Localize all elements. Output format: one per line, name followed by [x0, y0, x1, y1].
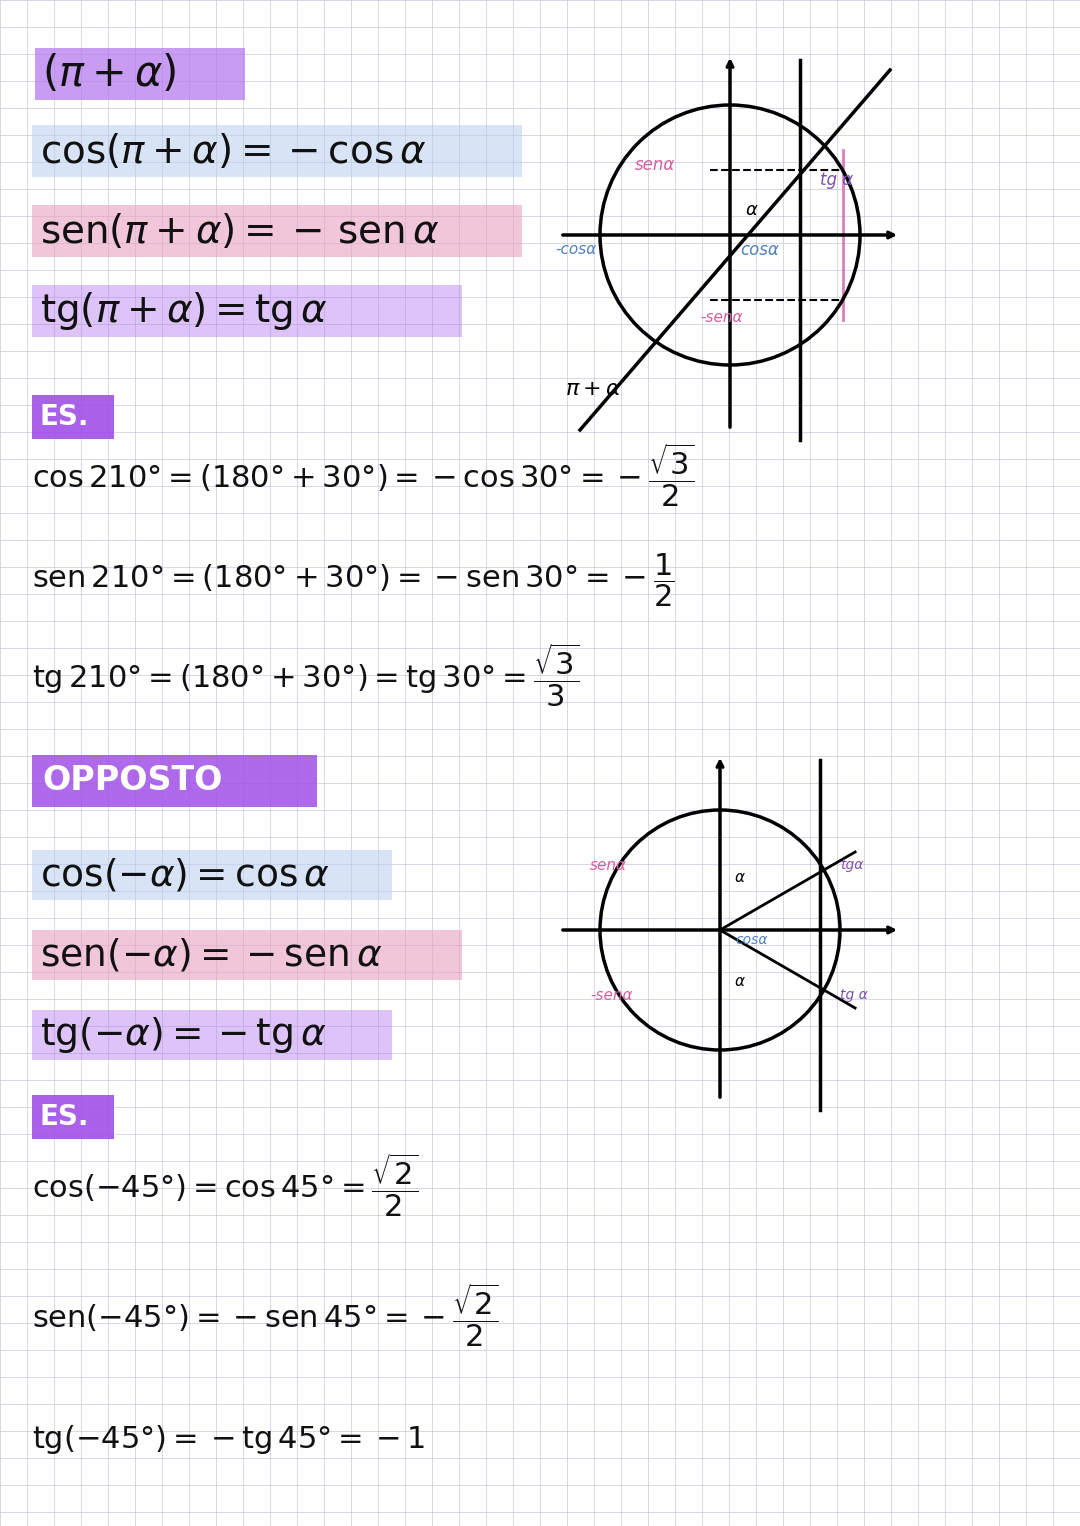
Text: $\cos(-\alpha) = \cos\alpha$: $\cos(-\alpha) = \cos\alpha$: [40, 856, 329, 894]
Text: $\mathrm{sen}(\pi+\alpha) = -\,\mathrm{sen}\,\alpha$: $\mathrm{sen}(\pi+\alpha) = -\,\mathrm{s…: [40, 212, 440, 250]
Text: cosα: cosα: [735, 932, 768, 948]
Text: α: α: [735, 870, 745, 885]
Text: -cosα: -cosα: [555, 243, 596, 258]
FancyBboxPatch shape: [32, 285, 462, 337]
Text: $\pi+\alpha$: $\pi+\alpha$: [565, 378, 622, 398]
FancyBboxPatch shape: [32, 204, 522, 256]
Text: $\cos(\pi+\alpha) = -\cos\alpha$: $\cos(\pi+\alpha) = -\cos\alpha$: [40, 131, 427, 171]
FancyBboxPatch shape: [35, 47, 245, 101]
Text: OPPOSTO: OPPOSTO: [42, 765, 222, 798]
Text: α: α: [735, 975, 745, 989]
Text: $\mathrm{tg}(\pi+\alpha) = \mathrm{tg}\,\alpha$: $\mathrm{tg}(\pi+\alpha) = \mathrm{tg}\,…: [40, 290, 328, 333]
Text: $\mathrm{tg}\,210° = (180°+30°) = \mathrm{tg}\,30° = \dfrac{\sqrt{3}}{3}$: $\mathrm{tg}\,210° = (180°+30°) = \mathr…: [32, 641, 580, 708]
Text: ES.: ES.: [40, 1103, 90, 1131]
Text: $\mathrm{tg}(-45°) = -\mathrm{tg}\,45° = -1$: $\mathrm{tg}(-45°) = -\mathrm{tg}\,45° =…: [32, 1424, 426, 1456]
Text: senα: senα: [635, 156, 675, 174]
Text: $\mathrm{tg}(-\alpha) = -\mathrm{tg}\,\alpha$: $\mathrm{tg}(-\alpha) = -\mathrm{tg}\,\a…: [40, 1015, 327, 1054]
FancyBboxPatch shape: [32, 125, 522, 177]
Text: ES.: ES.: [40, 403, 90, 430]
FancyBboxPatch shape: [32, 755, 318, 807]
FancyBboxPatch shape: [32, 1096, 114, 1138]
FancyBboxPatch shape: [32, 1010, 392, 1061]
Text: $\cos(-45°) = \cos 45° = \dfrac{\sqrt{2}}{2}$: $\cos(-45°) = \cos 45° = \dfrac{\sqrt{2}…: [32, 1151, 418, 1219]
Text: $(\pi + \alpha)$: $(\pi + \alpha)$: [42, 53, 176, 95]
Text: $\mathrm{sen}(-45°) = -\mathrm{sen}\,45° = -\dfrac{\sqrt{2}}{2}$: $\mathrm{sen}(-45°) = -\mathrm{sen}\,45°…: [32, 1282, 499, 1349]
Text: senα: senα: [590, 858, 627, 873]
Text: $\cos 210° = (180°+30°) = -\cos 30° = -\dfrac{\sqrt{3}}{2}$: $\cos 210° = (180°+30°) = -\cos 30° = -\…: [32, 441, 694, 508]
Text: tgα: tgα: [840, 858, 863, 871]
FancyBboxPatch shape: [32, 929, 462, 980]
Text: $\mathrm{sen}(-\alpha) = -\mathrm{sen}\,\alpha$: $\mathrm{sen}(-\alpha) = -\mathrm{sen}\,…: [40, 937, 382, 974]
Text: cosα: cosα: [740, 241, 779, 259]
Text: tg α: tg α: [820, 171, 853, 189]
Text: tg α: tg α: [840, 987, 867, 1003]
FancyBboxPatch shape: [32, 850, 392, 900]
Text: -senα: -senα: [700, 310, 743, 325]
Text: $\mathrm{sen}\,210° = (180°+30°) = -\mathrm{sen}\,30° = -\dfrac{1}{2}$: $\mathrm{sen}\,210° = (180°+30°) = -\mat…: [32, 551, 675, 609]
Text: -senα: -senα: [590, 987, 633, 1003]
FancyBboxPatch shape: [32, 395, 114, 439]
Text: α: α: [745, 201, 757, 220]
